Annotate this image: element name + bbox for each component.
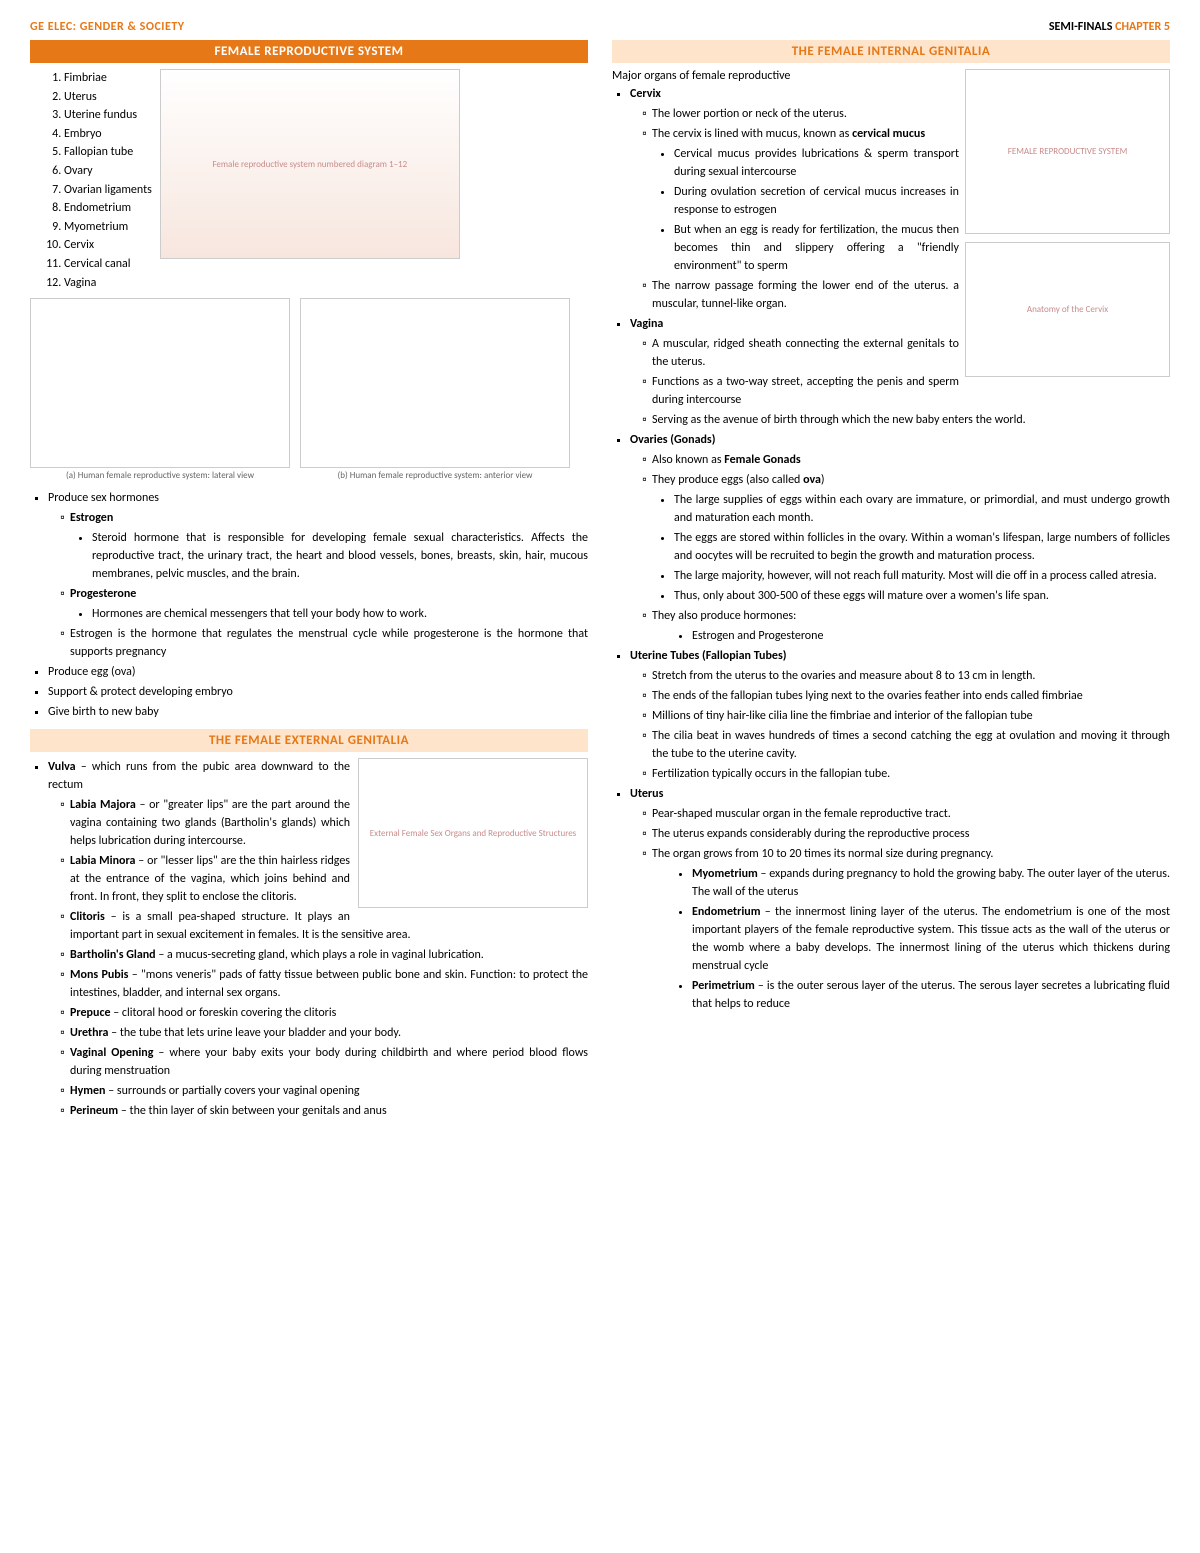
list-item: Fimbriae [64,69,152,88]
list-item: Bartholin's Gland – a mucus-secreting gl… [70,946,588,964]
list-item: Fallopian tube [64,143,152,162]
diagram-anterior: (b) Human female reproductive system: an… [300,298,570,481]
list-item: The large majority, however, will not re… [674,567,1170,585]
list-item: Uterine fundus [64,106,152,125]
list-item: Ovaries (Gonads) Also known as Female Go… [630,431,1170,645]
list-item: Myometrium – expands during pregnancy to… [692,865,1170,901]
list-item: Uterus Pear-shaped muscular organ in the… [630,785,1170,1013]
list-item: The ends of the fallopian tubes lying ne… [652,687,1170,705]
list-item: Mons Pubis – "mons veneris" pads of fatt… [70,966,588,1002]
list-item: Uterus [64,88,152,107]
section-title-internal: THE FEMALE INTERNAL GENITALIA [612,40,1170,63]
list-item: Prepuce – clitoral hood or foreskin cove… [70,1004,588,1022]
diagram-external: External Female Sex Organs and Reproduct… [358,758,588,908]
list-item: Fertilization typically occurs in the fa… [652,765,1170,783]
list-item: Functions as a two-way street, accepting… [652,373,1170,409]
list-item: Cervix [64,236,152,255]
list-item: Clitoris – is a small pea-shaped structu… [70,908,588,944]
list-item: Ovarian ligaments [64,181,152,200]
list-item: Produce sex hormones [48,489,588,507]
list-item: Myometrium [64,218,152,237]
list-item: The cilia beat in waves hundreds of time… [652,727,1170,763]
list-item: Estrogen is the hormone that regulates t… [70,625,588,661]
list-item: Cervical canal [64,255,152,274]
left-column: FEMALE REPRODUCTIVE SYSTEM Fimbriae Uter… [30,40,588,1122]
diagram-lateral: (a) Human female reproductive system: la… [30,298,290,481]
list-item: Perimetrium – is the outer serous layer … [692,977,1170,1013]
parts-list: Fimbriae Uterus Uterine fundus Embryo Fa… [64,69,152,292]
list-item: Ovary [64,162,152,181]
list-item: Hymen – surrounds or partially covers yo… [70,1082,588,1100]
list-item: Urethra – the tube that lets urine leave… [70,1024,588,1042]
list-item: Produce egg (ova) [48,663,588,681]
list-item: Perineum – the thin layer of skin betwee… [70,1102,588,1120]
chapter-label: SEMI-FINALS CHAPTER 5 [1049,20,1170,34]
list-item: Serving as the avenue of birth through w… [652,411,1170,429]
list-item: Also known as Female Gonads [652,451,1170,469]
right-column: THE FEMALE INTERNAL GENITALIA FEMALE REP… [612,40,1170,1122]
list-item: Vaginal Opening – where your baby exits … [70,1044,588,1080]
list-item: Thus, only about 300-500 of these eggs w… [674,587,1170,605]
list-item: The large supplies of eggs within each o… [674,491,1170,527]
diagram-cervix: Anatomy of the Cervix [965,242,1170,377]
list-item: Vagina [64,274,152,293]
list-item: Estrogen and Progesterone [692,627,1170,645]
list-item: The uterus expands considerably during t… [652,825,1170,843]
list-item: Estrogen Steroid hormone that is respons… [70,509,588,583]
list-item: Hormones are chemical messengers that te… [92,605,588,623]
diagram-main: Female reproductive system numbered diag… [160,69,460,259]
list-item: Pear-shaped muscular organ in the female… [652,805,1170,823]
section-title-external: THE FEMALE EXTERNAL GENITALIA [30,729,588,752]
list-item: Steroid hormone that is responsible for … [92,529,588,583]
section-title-frs: FEMALE REPRODUCTIVE SYSTEM [30,40,588,63]
diagram-repro-labeled: FEMALE REPRODUCTIVE SYSTEM [965,69,1170,234]
list-item: The eggs are stored within follicles in … [674,529,1170,565]
list-item: The organ grows from 10 to 20 times its … [652,845,1170,863]
list-item: Give birth to new baby [48,703,588,721]
list-item: Embryo [64,125,152,144]
list-item: Stretch from the uterus to the ovaries a… [652,667,1170,685]
list-item: They also produce hormones: [652,607,1170,625]
list-item: Endometrium – the innermost lining layer… [692,903,1170,975]
page-header: GE ELEC: GENDER & SOCIETY SEMI-FINALS CH… [30,20,1170,34]
list-item: Endometrium [64,199,152,218]
list-item: They produce eggs (also called ova) The … [652,471,1170,605]
list-item: Support & protect developing embryo [48,683,588,701]
list-item: Uterine Tubes (Fallopian Tubes) Stretch … [630,647,1170,783]
list-item: Progesterone Hormones are chemical messe… [70,585,588,623]
course-code: GE ELEC: GENDER & SOCIETY [30,20,185,34]
list-item: Millions of tiny hair-like cilia line th… [652,707,1170,725]
